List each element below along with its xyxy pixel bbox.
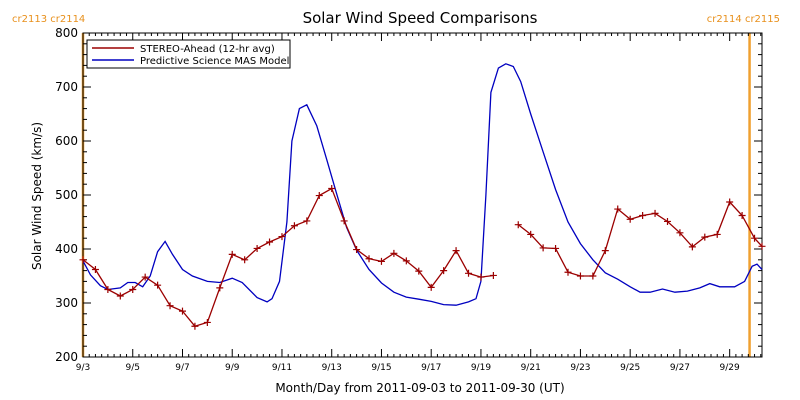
data-point-marker (576, 272, 584, 280)
y-tick-label: 600 (55, 134, 78, 148)
data-point-marker (390, 249, 398, 257)
data-point-marker (651, 209, 659, 217)
data-point-marker (241, 256, 249, 264)
data-point-marker (303, 217, 311, 225)
data-point-marker (564, 268, 572, 276)
data-point-marker (415, 267, 423, 275)
y-tick-label: 800 (55, 26, 78, 40)
x-tick-label: 9/7 (175, 363, 189, 373)
data-point-marker (489, 271, 497, 279)
data-point-marker (676, 229, 684, 237)
data-point-marker (614, 205, 622, 213)
data-point-marker (129, 286, 137, 293)
legend-box (86, 39, 291, 69)
legend-label-model: Predictive Science MAS Model (140, 56, 289, 67)
data-point-marker (377, 257, 385, 265)
data-point-marker (216, 284, 224, 292)
data-point-marker (701, 233, 709, 241)
x-axis-label: Month/Day from 2011-09-03 to 2011-09-30 … (275, 381, 564, 395)
x-tick-label: 9/29 (720, 363, 740, 373)
x-tick-label: 9/11 (272, 363, 292, 373)
data-point-marker (639, 212, 647, 220)
y-tick-label: 500 (55, 188, 78, 202)
data-point-marker (427, 283, 435, 291)
data-point-marker (353, 246, 361, 254)
data-point-marker (726, 198, 734, 206)
data-point-marker (191, 322, 199, 330)
x-tick-label: 9/5 (126, 363, 140, 373)
x-tick-label: 9/23 (570, 363, 590, 373)
data-point-marker (465, 269, 473, 277)
data-point-marker (758, 242, 766, 250)
x-tick-label: 9/21 (521, 363, 541, 373)
chart-title: Solar Wind Speed Comparisons (303, 9, 538, 27)
data-point-marker (452, 247, 460, 255)
data-point-marker (178, 307, 186, 315)
data-point-marker (116, 292, 124, 300)
x-tick-label: 9/15 (371, 363, 391, 373)
data-point-marker (365, 255, 373, 263)
data-point-marker (203, 318, 211, 326)
x-tick-label: 9/13 (322, 363, 342, 373)
data-point-marker (340, 217, 348, 225)
data-point-marker (315, 192, 323, 200)
data-point-marker (514, 221, 522, 229)
plot-frame (82, 32, 763, 358)
series-line-1-0 (82, 63, 763, 306)
data-point-marker (601, 247, 609, 255)
legend: STEREO-Ahead (12-hr avg) Predictive Scie… (86, 39, 291, 69)
data-point-marker (552, 244, 560, 252)
data-point-marker (688, 243, 696, 251)
data-point-marker (266, 238, 274, 246)
x-tick-label: 9/27 (670, 363, 690, 373)
data-point-marker (738, 212, 746, 220)
data-point-marker (166, 302, 174, 310)
data-point-marker (290, 222, 298, 230)
data-point-marker (539, 244, 547, 252)
x-tick-label: 9/19 (471, 363, 491, 373)
x-tick-label: 9/9 (225, 363, 240, 373)
data-point-marker (751, 234, 759, 242)
data-point-marker (328, 185, 336, 193)
carrington-label-right: cr2114 cr2115 (707, 14, 780, 25)
data-point-marker (253, 244, 261, 252)
data-point-marker (663, 217, 671, 225)
y-tick-label: 300 (55, 296, 78, 310)
plot-area: 200 300 400 500 600 700 800 9/3 9/5 9/7 9/9 9/11 9/1… (55, 26, 766, 373)
data-point-marker (79, 256, 87, 264)
y-tick-label: 400 (55, 242, 78, 256)
carrington-label-left: cr2113 cr2114 (12, 14, 85, 25)
data-point-marker (104, 286, 112, 293)
data-point-marker (278, 233, 286, 241)
data-point-marker (228, 250, 236, 258)
data-point-marker (477, 273, 485, 281)
x-tick-label: 9/17 (421, 363, 441, 373)
x-tick-label: 9/3 (76, 363, 90, 373)
y-tick-label: 200 (55, 350, 78, 364)
y-tick-label: 700 (55, 80, 78, 94)
data-point-marker (440, 267, 448, 275)
x-tick-label: 9/25 (620, 363, 640, 373)
series-line-0-1 (517, 200, 763, 277)
data-point-marker (527, 230, 535, 238)
data-point-marker (626, 215, 634, 223)
y-axis-label: Solar Wind Speed (km/s) (30, 122, 44, 270)
data-point-marker (141, 273, 149, 281)
legend-label-stereo: STEREO-Ahead (12-hr avg) (140, 44, 275, 55)
data-point-marker (402, 257, 410, 265)
data-point-marker (713, 230, 721, 238)
data-point-marker (589, 272, 597, 280)
series-line-0-0 (82, 187, 494, 327)
data-point-marker (91, 266, 99, 274)
data-point-marker (154, 281, 162, 289)
